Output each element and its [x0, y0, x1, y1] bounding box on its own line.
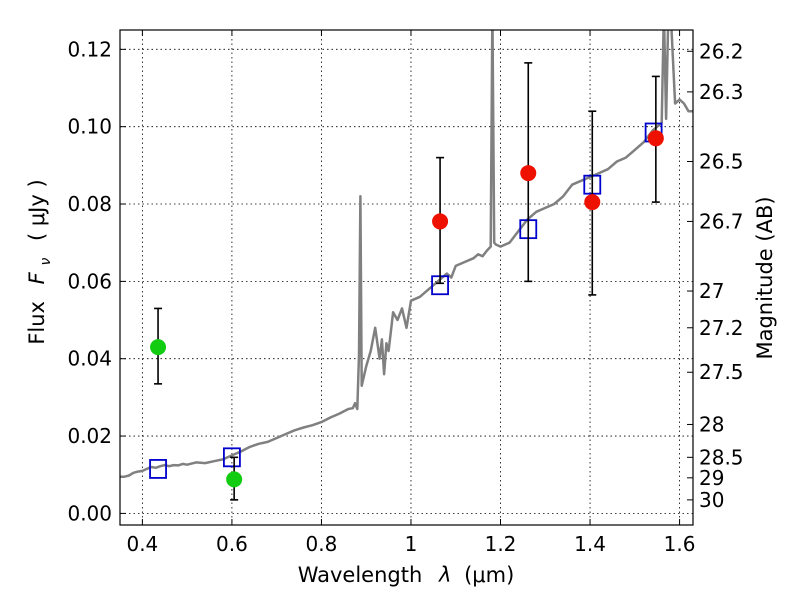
red-data-point	[647, 130, 664, 147]
y2-tick-label: 26.7	[699, 209, 744, 233]
model-spectrum-line	[120, 30, 693, 478]
x-axis-title: Wavelength λ (μm)	[298, 563, 515, 587]
y-axis-title: Flux F ν ( μJy )	[25, 179, 55, 344]
y-tick-label: 0.00	[67, 501, 112, 525]
y-tick-label: 0.06	[67, 269, 112, 293]
y2-tick-label: 28.5	[699, 445, 744, 469]
red-data-point	[432, 213, 449, 230]
x-tick-label: 1.6	[664, 532, 696, 556]
grid	[120, 30, 693, 525]
model-photometry-square	[223, 447, 241, 468]
green-data-point	[226, 471, 243, 488]
y-axis-title-subscript: ν	[38, 258, 54, 266]
y2-tick-label: 27.2	[699, 316, 744, 340]
y2-tick-label: 29	[699, 466, 724, 490]
x-axis-title-unit: (μm)	[464, 563, 514, 587]
y-axis-title-text: Flux	[25, 301, 49, 345]
model-photometry-square	[149, 459, 167, 479]
x-tick-label: 1	[405, 532, 418, 556]
y-tick-label: 0.10	[67, 115, 112, 139]
y2-tick-label: 30	[699, 488, 724, 512]
y2-tick-label: 26.3	[699, 80, 744, 104]
plot-frame	[119, 29, 694, 526]
y-tick-label: 0.12	[67, 37, 112, 61]
y2-tick-label: 26.2	[699, 39, 744, 63]
red-data-point	[584, 194, 601, 211]
x-tick-label: 0.4	[126, 532, 158, 556]
y2-axis-title: Magnitude (AB)	[753, 196, 777, 359]
y2-tick-label: 28	[699, 412, 724, 436]
x-axis-title-text: Wavelength	[298, 563, 423, 587]
x-tick-label: 0.6	[216, 532, 248, 556]
x-tick-label: 1.4	[574, 532, 606, 556]
x-axis-title-symbol: λ	[438, 563, 451, 587]
y2-tick-label: 26.5	[699, 149, 744, 173]
y2-tick-label: 27.5	[699, 360, 744, 384]
y-tick-label: 0.02	[67, 424, 112, 448]
y-tick-label: 0.08	[67, 192, 112, 216]
green-data-point	[150, 339, 167, 356]
red-data-point	[520, 165, 537, 182]
plot-data	[120, 30, 693, 501]
axis-ticks: 0.4 0.6 0.8 1 1.2 1.4 1.6 0.00 0.02 0.04 0.06 0.08 0…	[67, 30, 744, 556]
y2-tick-label: 27	[699, 279, 724, 303]
y-axis-title-symbol: F	[25, 271, 49, 284]
x-tick-label: 0.8	[306, 532, 338, 556]
x-tick-label: 1.2	[485, 532, 517, 556]
y-tick-label: 0.04	[67, 347, 112, 371]
y-axis-title-unit: ( μJy )	[25, 179, 49, 241]
